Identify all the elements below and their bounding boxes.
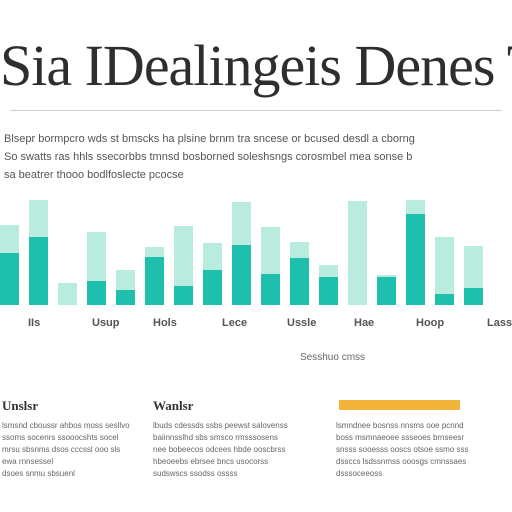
bar-chart: IIs Usup Hols Lece Ussle Hae Hoop Lass [0,200,512,329]
bar-part-5 [145,257,164,305]
page-title: Sia IDealingeis Denes T [0,34,512,98]
bar-total-2 [58,283,77,305]
intro-line-2: So swatts ras hhls ssecorbbs tmnsd bosbo… [4,151,413,163]
bar-part-15 [435,294,454,305]
category-label-1: Usup [92,317,120,329]
column-heading-1: Unslsr [2,398,39,413]
bar-part-9 [261,274,280,305]
bar-part-11 [319,277,338,305]
bar-part-7 [203,270,222,305]
accent-bar [339,400,460,410]
category-label-2: Hols [153,317,177,329]
divider [10,110,502,111]
bar-total-15 [435,237,454,305]
bar-total-6 [174,226,193,305]
column-heading-2: Wanlsr [153,398,194,413]
bar-part-14 [406,214,425,305]
category-label-0: IIs [28,317,40,329]
column-text-2: lbuds cdessds ssbs peewst salovenss baiin… [153,421,288,478]
category-label-7: Lass [487,317,512,329]
bar-part-3 [87,281,106,305]
category-label-4: Ussle [287,317,316,329]
bar-part-16 [464,288,483,305]
intro-line-3: sa beatrer thooo bodlfoslecte pcocse [4,169,184,181]
bar-part-6 [174,286,193,305]
chart-caption: Sesshuo cmss [300,352,366,363]
category-label-5: Hae [354,317,374,329]
column-text-1: lsmsnd cboussr ahbos moss sesllvo ssoms s… [2,421,130,478]
bar-part-13 [377,277,396,305]
bar-part-0 [0,253,19,305]
bar-part-4 [116,290,135,305]
category-label-6: Hoop [416,317,444,329]
category-label-3: Lece [222,317,247,329]
intro-line-1: Blsepr bormpcro wds st bmscks ha plsine … [4,133,415,145]
bar-part-10 [290,258,309,305]
column-text-3: lsmndnee bosnss nnsms ooe pcnnd boss msmn… [336,421,469,478]
bar-part-8 [232,245,251,305]
bar-part-1 [29,237,48,305]
bar-total-12 [348,201,367,305]
